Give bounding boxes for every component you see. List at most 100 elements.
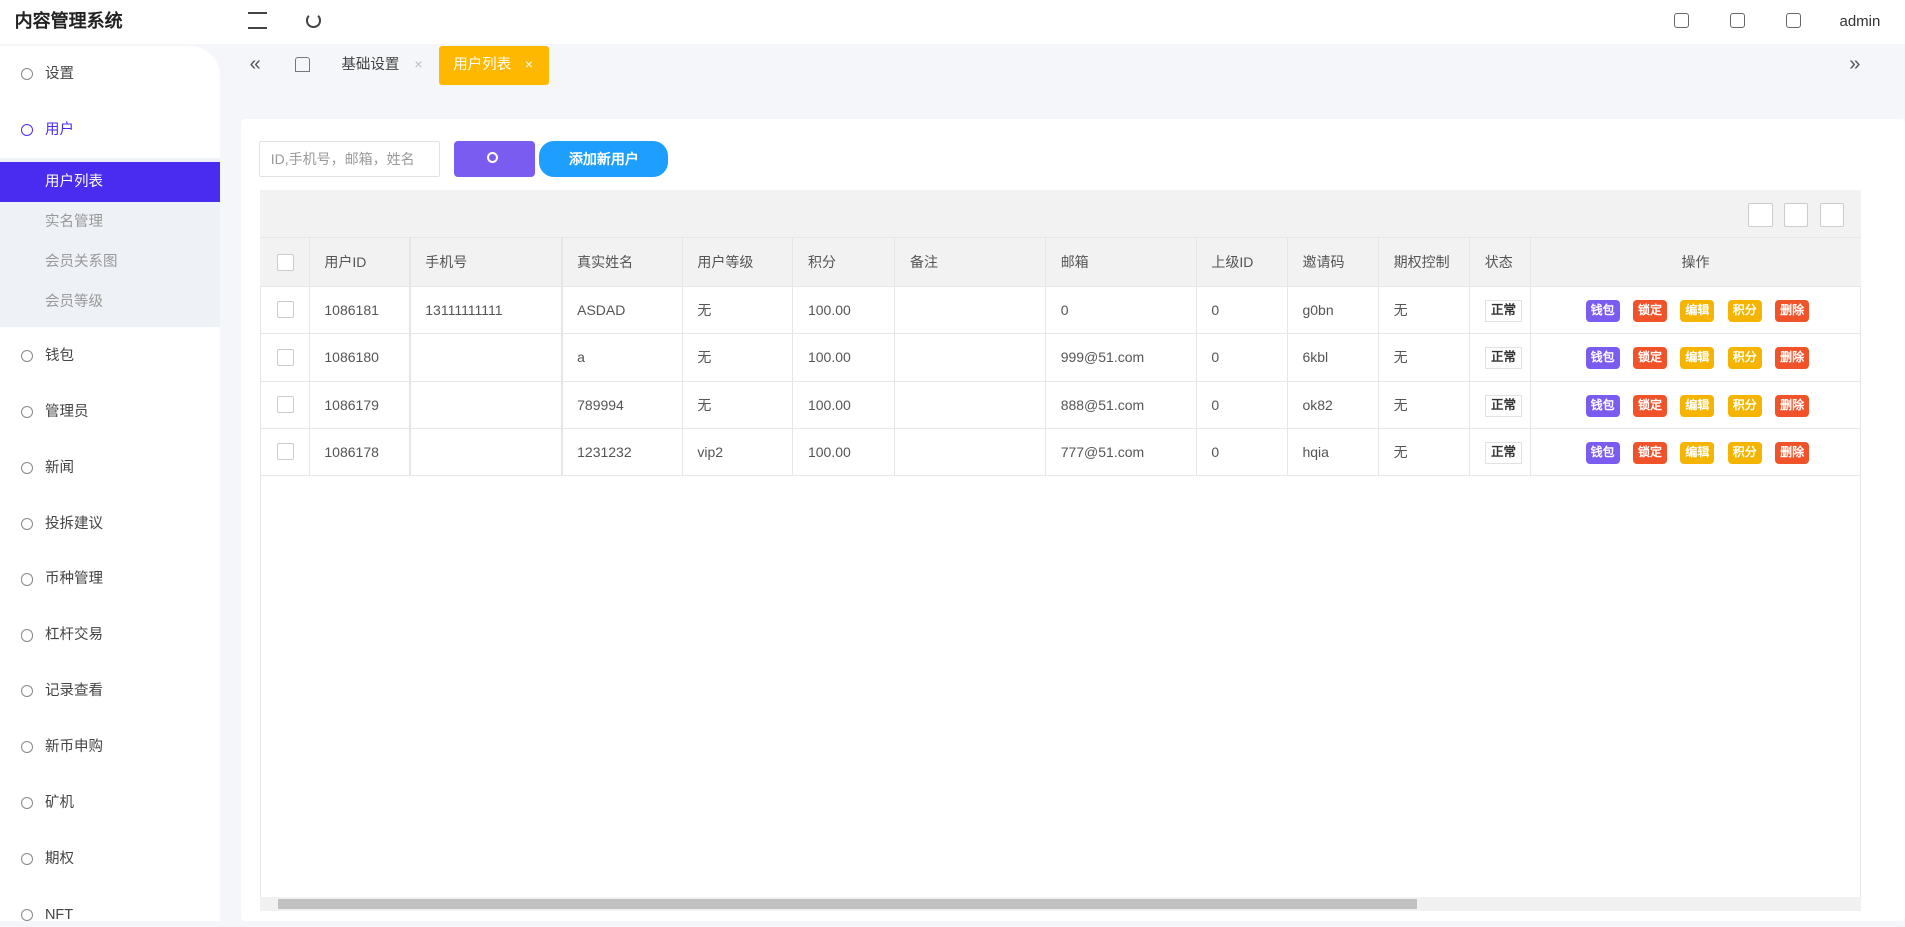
menu-icon: [21, 853, 33, 865]
tab-close: ×: [414, 56, 429, 75]
action-button[interactable]: 积分: [1728, 442, 1762, 464]
checkbox[interactable]: [277, 301, 294, 318]
menu-item[interactable]: 期权: [45, 847, 215, 871]
home-icon[interactable]: [295, 57, 310, 72]
menu-item[interactable]: 矿机: [45, 791, 215, 815]
menu-toggle[interactable]: [248, 12, 267, 29]
menu-item[interactable]: NFT: [45, 903, 215, 927]
action-button[interactable]: 锁定: [1633, 442, 1667, 464]
submenu-item[interactable]: 实名管理: [45, 202, 215, 242]
action-button[interactable]: 编辑: [1680, 395, 1714, 417]
search-icon: [487, 152, 498, 163]
action-button[interactable]: 锁定: [1633, 300, 1667, 322]
table-cell: 无: [697, 334, 792, 381]
refresh-icon[interactable]: [306, 13, 321, 28]
table-cell: hqia: [1302, 429, 1377, 476]
checkbox[interactable]: [277, 396, 294, 413]
toolbar-button[interactable]: [1748, 203, 1772, 227]
submenu-item[interactable]: 用户列表: [45, 162, 215, 202]
menu-item[interactable]: 钱包: [45, 344, 215, 368]
search-input[interactable]: ID,手机号，邮箱，姓名: [259, 141, 440, 177]
table-cell: 6kbl: [1302, 334, 1377, 381]
menu-icon: [21, 124, 33, 136]
header-bar: [0, 0, 1905, 44]
action-button[interactable]: 删除: [1775, 347, 1809, 369]
menu-icon: [21, 406, 33, 418]
action-button[interactable]: 积分: [1728, 300, 1762, 322]
menu-item[interactable]: 投拆建议: [45, 512, 215, 536]
status-tag: 正常: [1485, 300, 1523, 322]
menu-item[interactable]: 设置: [45, 62, 215, 86]
menu-item[interactable]: 新闻: [45, 456, 215, 480]
status-tag: 正常: [1485, 395, 1523, 417]
action-button[interactable]: 编辑: [1680, 300, 1714, 322]
table-cell: 无: [1394, 287, 1469, 334]
column-header: 备注: [910, 238, 1045, 287]
action-button[interactable]: 编辑: [1680, 442, 1714, 464]
action-button[interactable]: 删除: [1775, 395, 1809, 417]
action-button[interactable]: 钱包: [1586, 442, 1620, 464]
action-button[interactable]: 积分: [1728, 395, 1762, 417]
column-header: 状态: [1485, 238, 1530, 287]
checkbox[interactable]: [277, 254, 294, 271]
action-button[interactable]: 锁定: [1633, 395, 1667, 417]
table-cell: 0: [1211, 429, 1286, 476]
toolbar-button[interactable]: [1784, 203, 1808, 227]
table-cell: 无: [697, 287, 792, 334]
action-button[interactable]: 删除: [1775, 300, 1809, 322]
menu-icon: [21, 629, 33, 641]
column-header: 邀请码: [1302, 238, 1377, 287]
menu-item[interactable]: 杠杆交易: [45, 623, 215, 647]
column-header: 手机号: [425, 238, 561, 287]
tab-prev[interactable]: «: [245, 56, 264, 75]
menu-item[interactable]: 新币申购: [45, 735, 215, 759]
column-header: 操作: [1530, 238, 1862, 287]
table-cell: a: [577, 334, 681, 381]
action-button[interactable]: 钱包: [1586, 347, 1620, 369]
action-button[interactable]: 钱包: [1586, 395, 1620, 417]
action-button[interactable]: 积分: [1728, 347, 1762, 369]
tab-next[interactable]: »: [1849, 56, 1868, 75]
menu-item[interactable]: 用户: [45, 118, 215, 142]
table-cell: 1086179: [324, 382, 409, 429]
action-button[interactable]: 编辑: [1680, 347, 1714, 369]
app-title: 内容管理系统: [15, 7, 222, 36]
table-cell: 无: [1394, 382, 1469, 429]
checkbox[interactable]: [277, 349, 294, 366]
menu-icon: [21, 741, 33, 753]
submenu-item[interactable]: 会员等级: [45, 282, 215, 322]
header-icon[interactable]: [1786, 13, 1801, 28]
table-cell: 1086180: [324, 334, 409, 381]
column-header: 积分: [808, 238, 894, 287]
add-button[interactable]: 添加新用户: [539, 141, 668, 177]
menu-item[interactable]: 记录查看: [45, 679, 215, 703]
action-button[interactable]: 锁定: [1633, 347, 1667, 369]
table-cell: ok82: [1302, 382, 1377, 429]
table-cell: 1231232: [577, 429, 681, 476]
checkbox[interactable]: [277, 443, 294, 460]
submenu-item[interactable]: 会员关系图: [45, 242, 215, 282]
table-cell: 777@51.com: [1061, 429, 1196, 476]
status-tag: 正常: [1485, 442, 1523, 464]
toolbar-button[interactable]: [1820, 203, 1844, 227]
column-header: 用户ID: [324, 238, 409, 287]
column-header: 期权控制: [1394, 238, 1469, 287]
scrollbar-thumb[interactable]: [278, 899, 1416, 909]
action-button[interactable]: 钱包: [1586, 300, 1620, 322]
table-cell: 100.00: [808, 429, 894, 476]
table-toolbar: [260, 190, 1861, 239]
header-icon[interactable]: [1674, 13, 1689, 28]
menu-item[interactable]: 管理员: [45, 400, 215, 424]
table-cell: 888@51.com: [1061, 382, 1196, 429]
user-menu[interactable]: admin: [1840, 10, 1905, 34]
action-button[interactable]: 删除: [1775, 442, 1809, 464]
table-cell: vip2: [697, 429, 792, 476]
column-header: 用户等级: [697, 238, 792, 287]
header-icon[interactable]: [1730, 13, 1745, 28]
menu-item[interactable]: 币种管理: [45, 567, 215, 591]
menu-icon: [21, 573, 33, 585]
column-header: 真实姓名: [577, 238, 681, 287]
table-cell: ASDAD: [577, 287, 681, 334]
